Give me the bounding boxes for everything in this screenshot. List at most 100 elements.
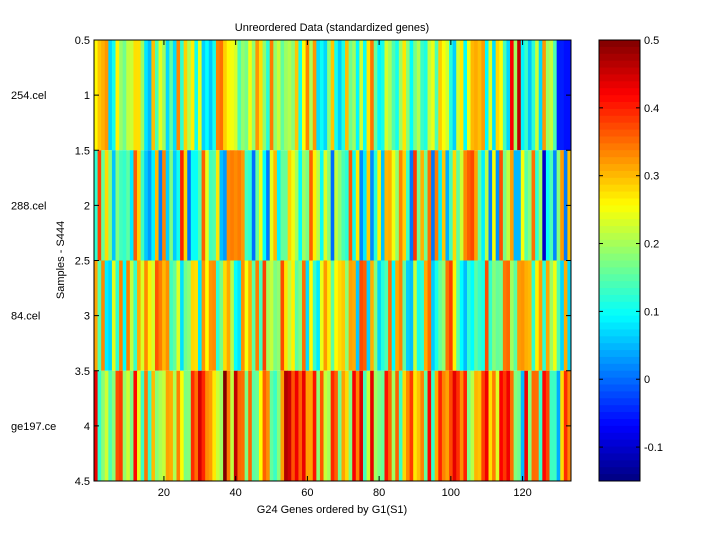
heat-cell: [108, 370, 113, 481]
heat-cell: [262, 260, 267, 371]
heat-cell: [122, 260, 127, 371]
heat-cell: [194, 40, 199, 151]
heat-cell: [248, 370, 253, 481]
heat-cell: [151, 370, 156, 481]
heat-cell: [233, 260, 238, 371]
heat-cell: [517, 40, 522, 151]
heat-cell: [255, 40, 260, 151]
sample-label: 84.cel: [11, 311, 40, 323]
heat-cell: [241, 260, 246, 371]
heat-cell: [527, 40, 532, 151]
heat-cell: [140, 260, 145, 371]
heat-cell: [137, 370, 142, 481]
y-tick-label: 3.5: [75, 366, 90, 378]
heat-cell: [258, 40, 263, 151]
colorbar-segment: [599, 260, 640, 268]
heat-cell: [377, 40, 382, 151]
heatmap-cells: [94, 40, 572, 481]
heat-cell: [309, 260, 314, 371]
colorbar-segment: [599, 115, 640, 124]
heat-cell: [327, 260, 332, 371]
heat-cell: [474, 40, 479, 151]
heat-cell: [409, 40, 414, 151]
colorbar-segment: [599, 274, 640, 282]
heat-cell: [438, 40, 443, 151]
heat-cell: [388, 150, 393, 261]
heat-cell: [323, 370, 328, 481]
heat-cell: [524, 150, 529, 261]
heat-cell: [233, 370, 238, 481]
heat-cell: [420, 260, 425, 371]
heat-cell: [273, 150, 278, 261]
heat-cell: [169, 370, 174, 481]
y-tick-label: 2.5: [75, 256, 90, 268]
colorbar-segment: [599, 398, 640, 406]
colorbar-segment: [599, 329, 640, 337]
heat-cell: [251, 150, 256, 261]
heat-cell: [327, 40, 332, 151]
heat-cell: [488, 370, 493, 481]
heat-cell: [319, 40, 324, 151]
colorbar-segment: [599, 232, 640, 241]
heat-cell: [366, 40, 371, 151]
heat-cell: [287, 150, 292, 261]
heat-cell: [380, 40, 385, 151]
heat-cell: [370, 40, 375, 151]
heat-cell: [506, 260, 511, 371]
heat-cell: [305, 260, 310, 371]
heat-cell: [459, 150, 464, 261]
heat-cell: [115, 40, 120, 151]
heat-cell: [377, 370, 382, 481]
heat-cell: [284, 370, 289, 481]
heat-cell: [309, 40, 314, 151]
heat-cell: [449, 260, 454, 371]
colorbar-segment: [599, 150, 640, 158]
heat-cell: [287, 260, 292, 371]
colorbar-segment: [599, 425, 640, 434]
heat-cell: [208, 370, 213, 481]
heat-cell: [373, 260, 378, 371]
heat-cell: [384, 260, 389, 371]
heat-cell: [553, 150, 558, 261]
colorbar-tick-label: 0.2: [644, 239, 659, 251]
heat-cell: [111, 150, 116, 261]
heat-cell: [441, 150, 446, 261]
heat-cell: [341, 370, 346, 481]
heat-cell: [244, 40, 249, 151]
heat-cell: [104, 150, 109, 261]
heat-cell: [362, 150, 367, 261]
heat-cell: [137, 40, 142, 151]
heat-cell: [492, 370, 497, 481]
heat-cell: [212, 370, 217, 481]
heat-cell: [262, 150, 267, 261]
heat-cell: [251, 40, 256, 151]
heat-cell: [549, 260, 554, 371]
heat-cell: [556, 260, 561, 371]
heat-cell: [208, 40, 213, 151]
heat-cell: [97, 370, 102, 481]
heat-cell: [180, 370, 185, 481]
heat-cell: [391, 40, 396, 151]
heat-cell: [495, 40, 500, 151]
heat-cell: [133, 370, 138, 481]
heat-cell: [406, 370, 411, 481]
heat-cell: [305, 370, 310, 481]
heat-cell: [423, 370, 428, 481]
heat-cell: [470, 370, 475, 481]
heat-cell: [248, 260, 253, 371]
heat-cell: [122, 370, 127, 481]
heat-cell: [373, 370, 378, 481]
heat-cell: [205, 150, 210, 261]
heat-cell: [513, 40, 518, 151]
heat-cell: [312, 150, 317, 261]
heat-cell: [463, 150, 468, 261]
x-axis-label: G24 Genes ordered by G1(S1): [257, 504, 407, 516]
heat-cell: [549, 150, 554, 261]
heat-cell: [427, 150, 432, 261]
heat-cell: [527, 370, 532, 481]
heat-cell: [452, 40, 457, 151]
heat-cell: [563, 150, 568, 261]
heat-cell: [172, 260, 177, 371]
heat-cell: [198, 260, 202, 371]
heat-cell: [269, 370, 274, 481]
